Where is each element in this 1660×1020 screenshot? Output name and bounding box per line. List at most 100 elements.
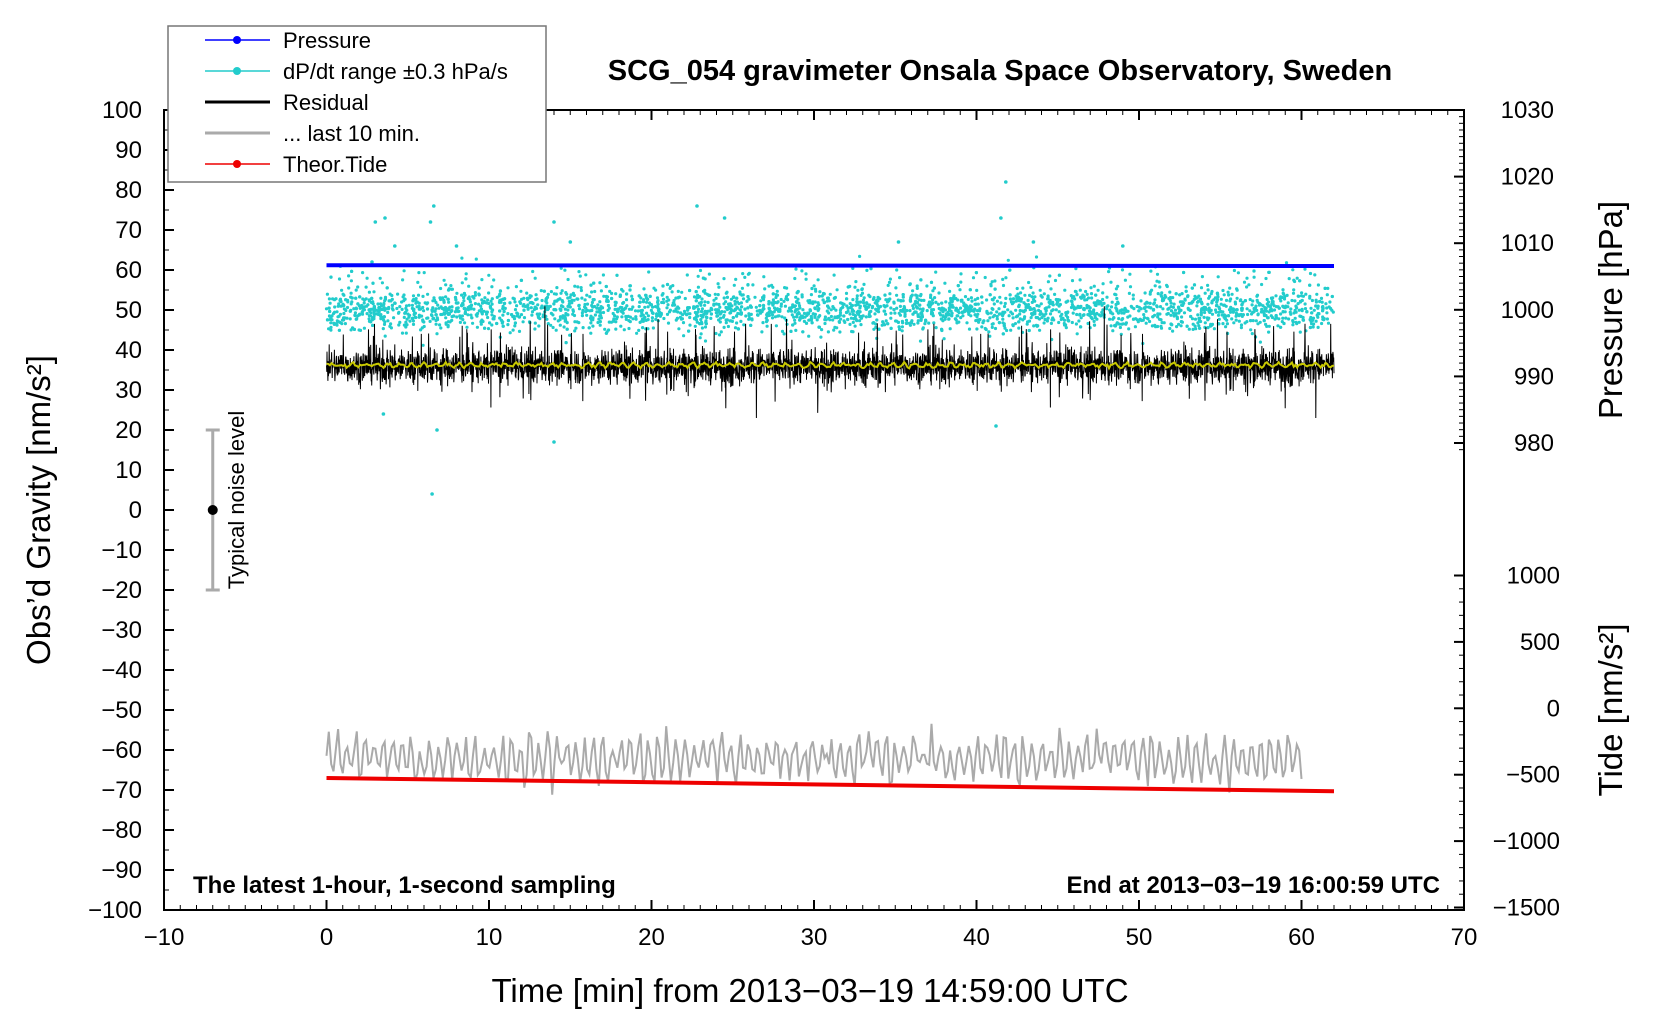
dpdt-point	[1267, 330, 1271, 334]
dpdt-point	[1233, 302, 1238, 306]
dpdt-point	[917, 298, 921, 302]
dpdt-point	[749, 305, 753, 309]
dpdt-point	[499, 318, 503, 322]
dpdt-point	[552, 302, 556, 306]
dpdt-point	[488, 305, 492, 309]
dpdt-point	[1234, 314, 1238, 318]
dpdt-point	[1298, 330, 1302, 334]
dpdt-point	[1281, 316, 1285, 320]
dpdt-point	[818, 290, 822, 294]
dpdt-point	[1138, 317, 1142, 321]
dpdt-point	[589, 321, 593, 325]
dpdt-point	[1216, 313, 1221, 317]
dpdt-point	[464, 272, 468, 276]
dpdt-point	[583, 302, 587, 307]
dpdt-point	[929, 295, 933, 299]
dpdt-point	[1154, 325, 1158, 329]
dpdt-point	[1109, 305, 1114, 309]
dpdt-point	[842, 314, 846, 318]
dpdt-point	[954, 306, 958, 310]
dpdt-point	[794, 328, 798, 332]
dpdt-point	[1070, 279, 1075, 283]
dpdt-point	[688, 288, 692, 293]
dpdt-point	[592, 298, 596, 302]
dpdt-point	[349, 328, 353, 332]
dpdt-point	[885, 304, 889, 308]
dpdt-point	[1291, 268, 1295, 272]
dpdt-point	[875, 298, 879, 302]
dpdt-point	[823, 315, 828, 319]
dpdt-point	[545, 317, 549, 321]
dpdt-point	[1022, 301, 1026, 305]
dpdt-point	[1001, 321, 1005, 325]
dpdt-point	[1124, 308, 1128, 312]
dpdt-point	[383, 297, 388, 301]
dpdt-point	[848, 306, 852, 310]
dpdt-point	[1310, 311, 1314, 315]
dpdt-point	[1186, 295, 1190, 299]
dpdt-point	[929, 280, 934, 284]
dpdt-point	[1214, 310, 1218, 314]
dpdt-point	[466, 308, 470, 312]
dpdt-point	[950, 299, 954, 304]
dpdt-point	[1182, 270, 1186, 275]
dpdt-point	[461, 303, 465, 307]
dpdt-point	[439, 296, 443, 300]
dpdt-point	[915, 286, 919, 290]
dpdt-point	[371, 300, 375, 304]
dpdt-point	[646, 318, 650, 322]
dpdt-point	[1095, 311, 1099, 316]
dpdt-point	[1299, 294, 1304, 298]
dpdt-point	[533, 321, 537, 325]
dpdt-point	[903, 307, 907, 311]
dpdt-point	[503, 306, 507, 310]
dpdt-point	[526, 303, 530, 307]
dpdt-point	[579, 288, 584, 293]
dpdt-point	[694, 290, 698, 294]
dpdt-point	[1013, 322, 1018, 326]
dpdt-point	[783, 316, 787, 320]
dpdt-point	[695, 320, 699, 324]
dpdt-point	[858, 300, 863, 304]
dpdt-point	[1256, 322, 1260, 326]
dpdt-point	[712, 303, 716, 307]
dpdt-point	[904, 321, 909, 325]
dpdt-point	[503, 297, 507, 301]
dpdt-point	[988, 293, 992, 297]
dpdt-point	[461, 318, 465, 322]
dpdt-point	[506, 286, 510, 290]
dpdt-point	[1131, 317, 1136, 321]
dpdt-point	[850, 329, 854, 334]
dpdt-point	[1316, 283, 1320, 287]
dpdt-point	[1149, 269, 1153, 273]
dpdt-point	[1001, 283, 1006, 288]
dpdt-point	[1157, 317, 1162, 321]
dpdt-point	[1048, 274, 1052, 278]
dpdt-point	[816, 278, 820, 282]
dpdt-point	[977, 320, 981, 324]
y-tick-label-left: −50	[101, 697, 142, 724]
dpdt-point	[1292, 288, 1296, 292]
dpdt-point	[1152, 301, 1156, 305]
dpdt-point	[680, 317, 685, 321]
dpdt-point	[1203, 321, 1207, 325]
dpdt-point	[619, 324, 623, 328]
dpdt-point	[867, 314, 871, 319]
dpdt-point	[1325, 306, 1329, 310]
dpdt-point	[1237, 313, 1241, 317]
y-tick-label-tide: −1000	[1493, 828, 1560, 855]
dpdt-point	[324, 307, 329, 311]
dpdt-point	[828, 292, 832, 296]
dpdt-point	[1115, 321, 1119, 325]
dpdt-point	[593, 313, 598, 317]
dpdt-point	[767, 300, 771, 304]
dpdt-point	[485, 310, 489, 314]
dpdt-point	[703, 309, 707, 313]
dpdt-point	[859, 323, 863, 327]
dpdt-point	[327, 327, 331, 331]
dpdt-point	[1248, 297, 1252, 302]
dpdt-point	[341, 292, 345, 296]
dpdt-point	[656, 309, 661, 313]
dpdt-point	[466, 313, 470, 317]
dpdt-point	[1155, 272, 1160, 276]
